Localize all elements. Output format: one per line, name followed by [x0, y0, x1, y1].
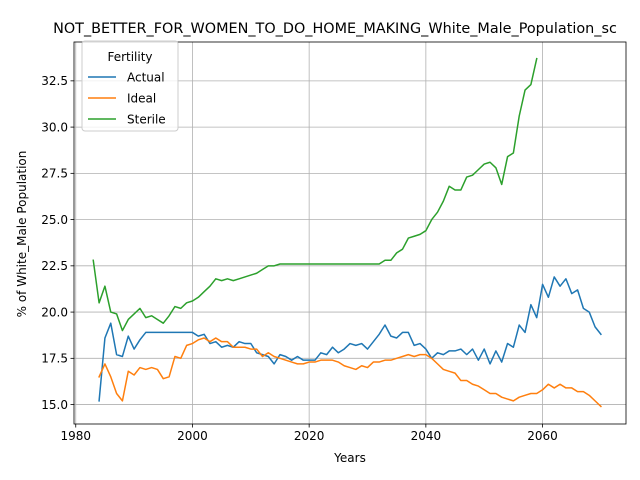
series-line-actual — [98, 276, 602, 402]
legend-label-actual: Actual — [127, 70, 165, 84]
y-tick-label: 17.5 — [41, 352, 68, 366]
x-tick-label: 2020 — [294, 429, 325, 443]
legend-label-ideal: Ideal — [127, 91, 156, 105]
legend-title: Fertility — [107, 50, 152, 64]
y-tick-label: 15.0 — [41, 398, 68, 412]
y-axis-label: % of White_Male Population — [15, 151, 29, 318]
y-tick-label: 25.0 — [41, 213, 68, 227]
plot-area-border — [73, 41, 627, 425]
legend: Fertility Actual Ideal Sterile — [81, 40, 179, 132]
x-axis-label: Years — [333, 451, 366, 465]
y-tick-label: 32.5 — [41, 74, 68, 88]
x-axis-ticks: 1980 2000 2020 2040 2060 — [60, 424, 558, 443]
legend-entries: Actual Ideal Sterile — [88, 70, 166, 126]
y-axis-ticks: 15.0 17.5 20.0 22.5 25.0 27.5 30.0 32.5 — [41, 74, 74, 412]
y-tick-label: 30.0 — [41, 120, 68, 134]
chart-title: NOT_BETTER_FOR_WOMEN_TO_DO_HOME_MAKING_W… — [53, 21, 617, 37]
x-tick-label: 2060 — [527, 429, 558, 443]
x-tick-label: 2040 — [411, 429, 442, 443]
y-tick-label: 22.5 — [41, 259, 68, 273]
y-tick-label: 27.5 — [41, 167, 68, 181]
series-lines — [92, 57, 602, 408]
grid-lines — [74, 42, 626, 424]
axes-frame — [73, 41, 627, 425]
series-line-ideal — [98, 337, 602, 408]
x-tick-label: 2000 — [177, 429, 208, 443]
series-line-sterile — [92, 57, 538, 332]
legend-frame — [81, 40, 179, 132]
y-tick-label: 20.0 — [41, 305, 68, 319]
x-tick-label: 1980 — [60, 429, 91, 443]
legend-label-sterile: Sterile — [127, 112, 166, 126]
